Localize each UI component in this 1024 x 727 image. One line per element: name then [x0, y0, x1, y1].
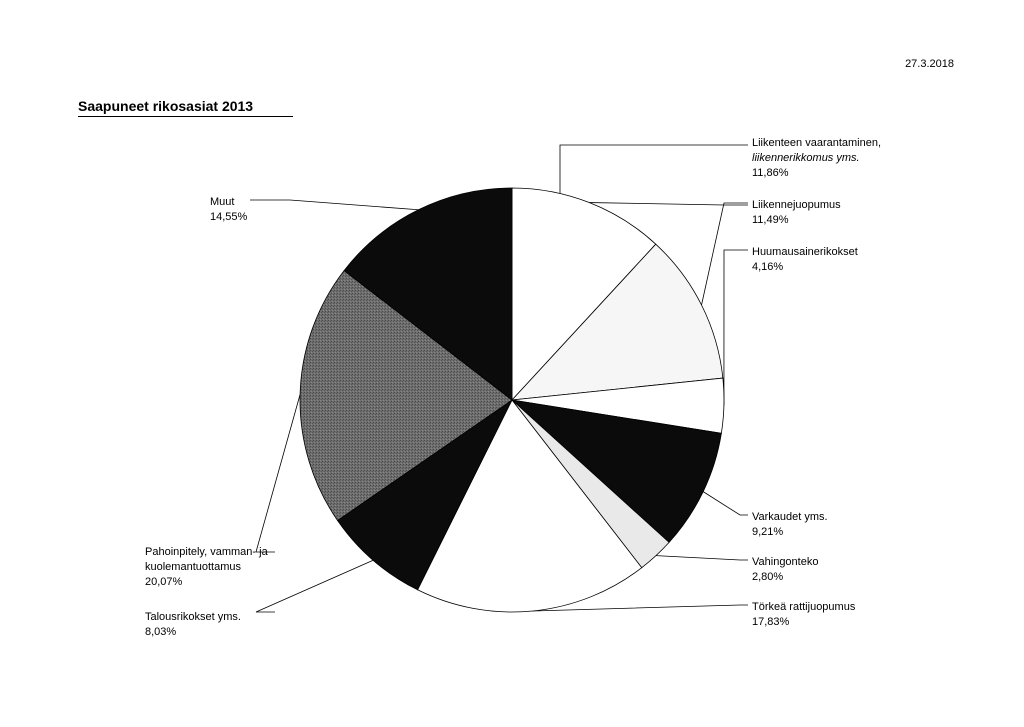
label-text-2: kuolemantuottamus [145, 560, 268, 575]
label-huumaus: Huumausainerikokset4,16% [752, 245, 858, 275]
label-pct: 11,86% [752, 166, 881, 181]
label-text: Varkaudet yms. [752, 510, 828, 525]
label-muut: Muut14,55% [210, 195, 247, 225]
label-pct: 4,16% [752, 260, 858, 275]
label-text: Muut [210, 195, 247, 210]
label-text: Törkeä rattijuopumus [752, 600, 855, 615]
label-pct: 17,83% [752, 615, 855, 630]
label-pct: 2,80% [752, 570, 818, 585]
label-pct: 11,49% [752, 213, 841, 228]
label-text: Talousrikokset yms. [145, 610, 241, 625]
label-liikenteen: Liikenteen vaarantaminen,liikennerikkomu… [752, 136, 881, 181]
label-liikennejuop: Liikennejuopumus11,49% [752, 198, 841, 228]
label-pct: 9,21% [752, 525, 828, 540]
label-pct: 14,55% [210, 210, 247, 225]
label-text-2: liikennerikkomus yms. [752, 151, 881, 166]
label-talous: Talousrikokset yms.8,03% [145, 610, 241, 640]
label-text: Liikenteen vaarantaminen, [752, 136, 881, 151]
label-pahoinpitely: Pahoinpitely, vamman- jakuolemantuottamu… [145, 545, 268, 590]
label-varkaudet: Varkaudet yms.9,21% [752, 510, 828, 540]
label-text: Liikennejuopumus [752, 198, 841, 213]
page-root: 27.3.2018 Saapuneet rikosasiat 2013 Liik… [0, 0, 1024, 727]
label-vahingonteko: Vahingonteko2,80% [752, 555, 818, 585]
label-torkea: Törkeä rattijuopumus17,83% [752, 600, 855, 630]
label-pct: 20,07% [145, 575, 268, 590]
label-text: Pahoinpitely, vamman- ja [145, 545, 268, 560]
label-text: Huumausainerikokset [752, 245, 858, 260]
label-text: Vahingonteko [752, 555, 818, 570]
label-pct: 8,03% [145, 625, 241, 640]
